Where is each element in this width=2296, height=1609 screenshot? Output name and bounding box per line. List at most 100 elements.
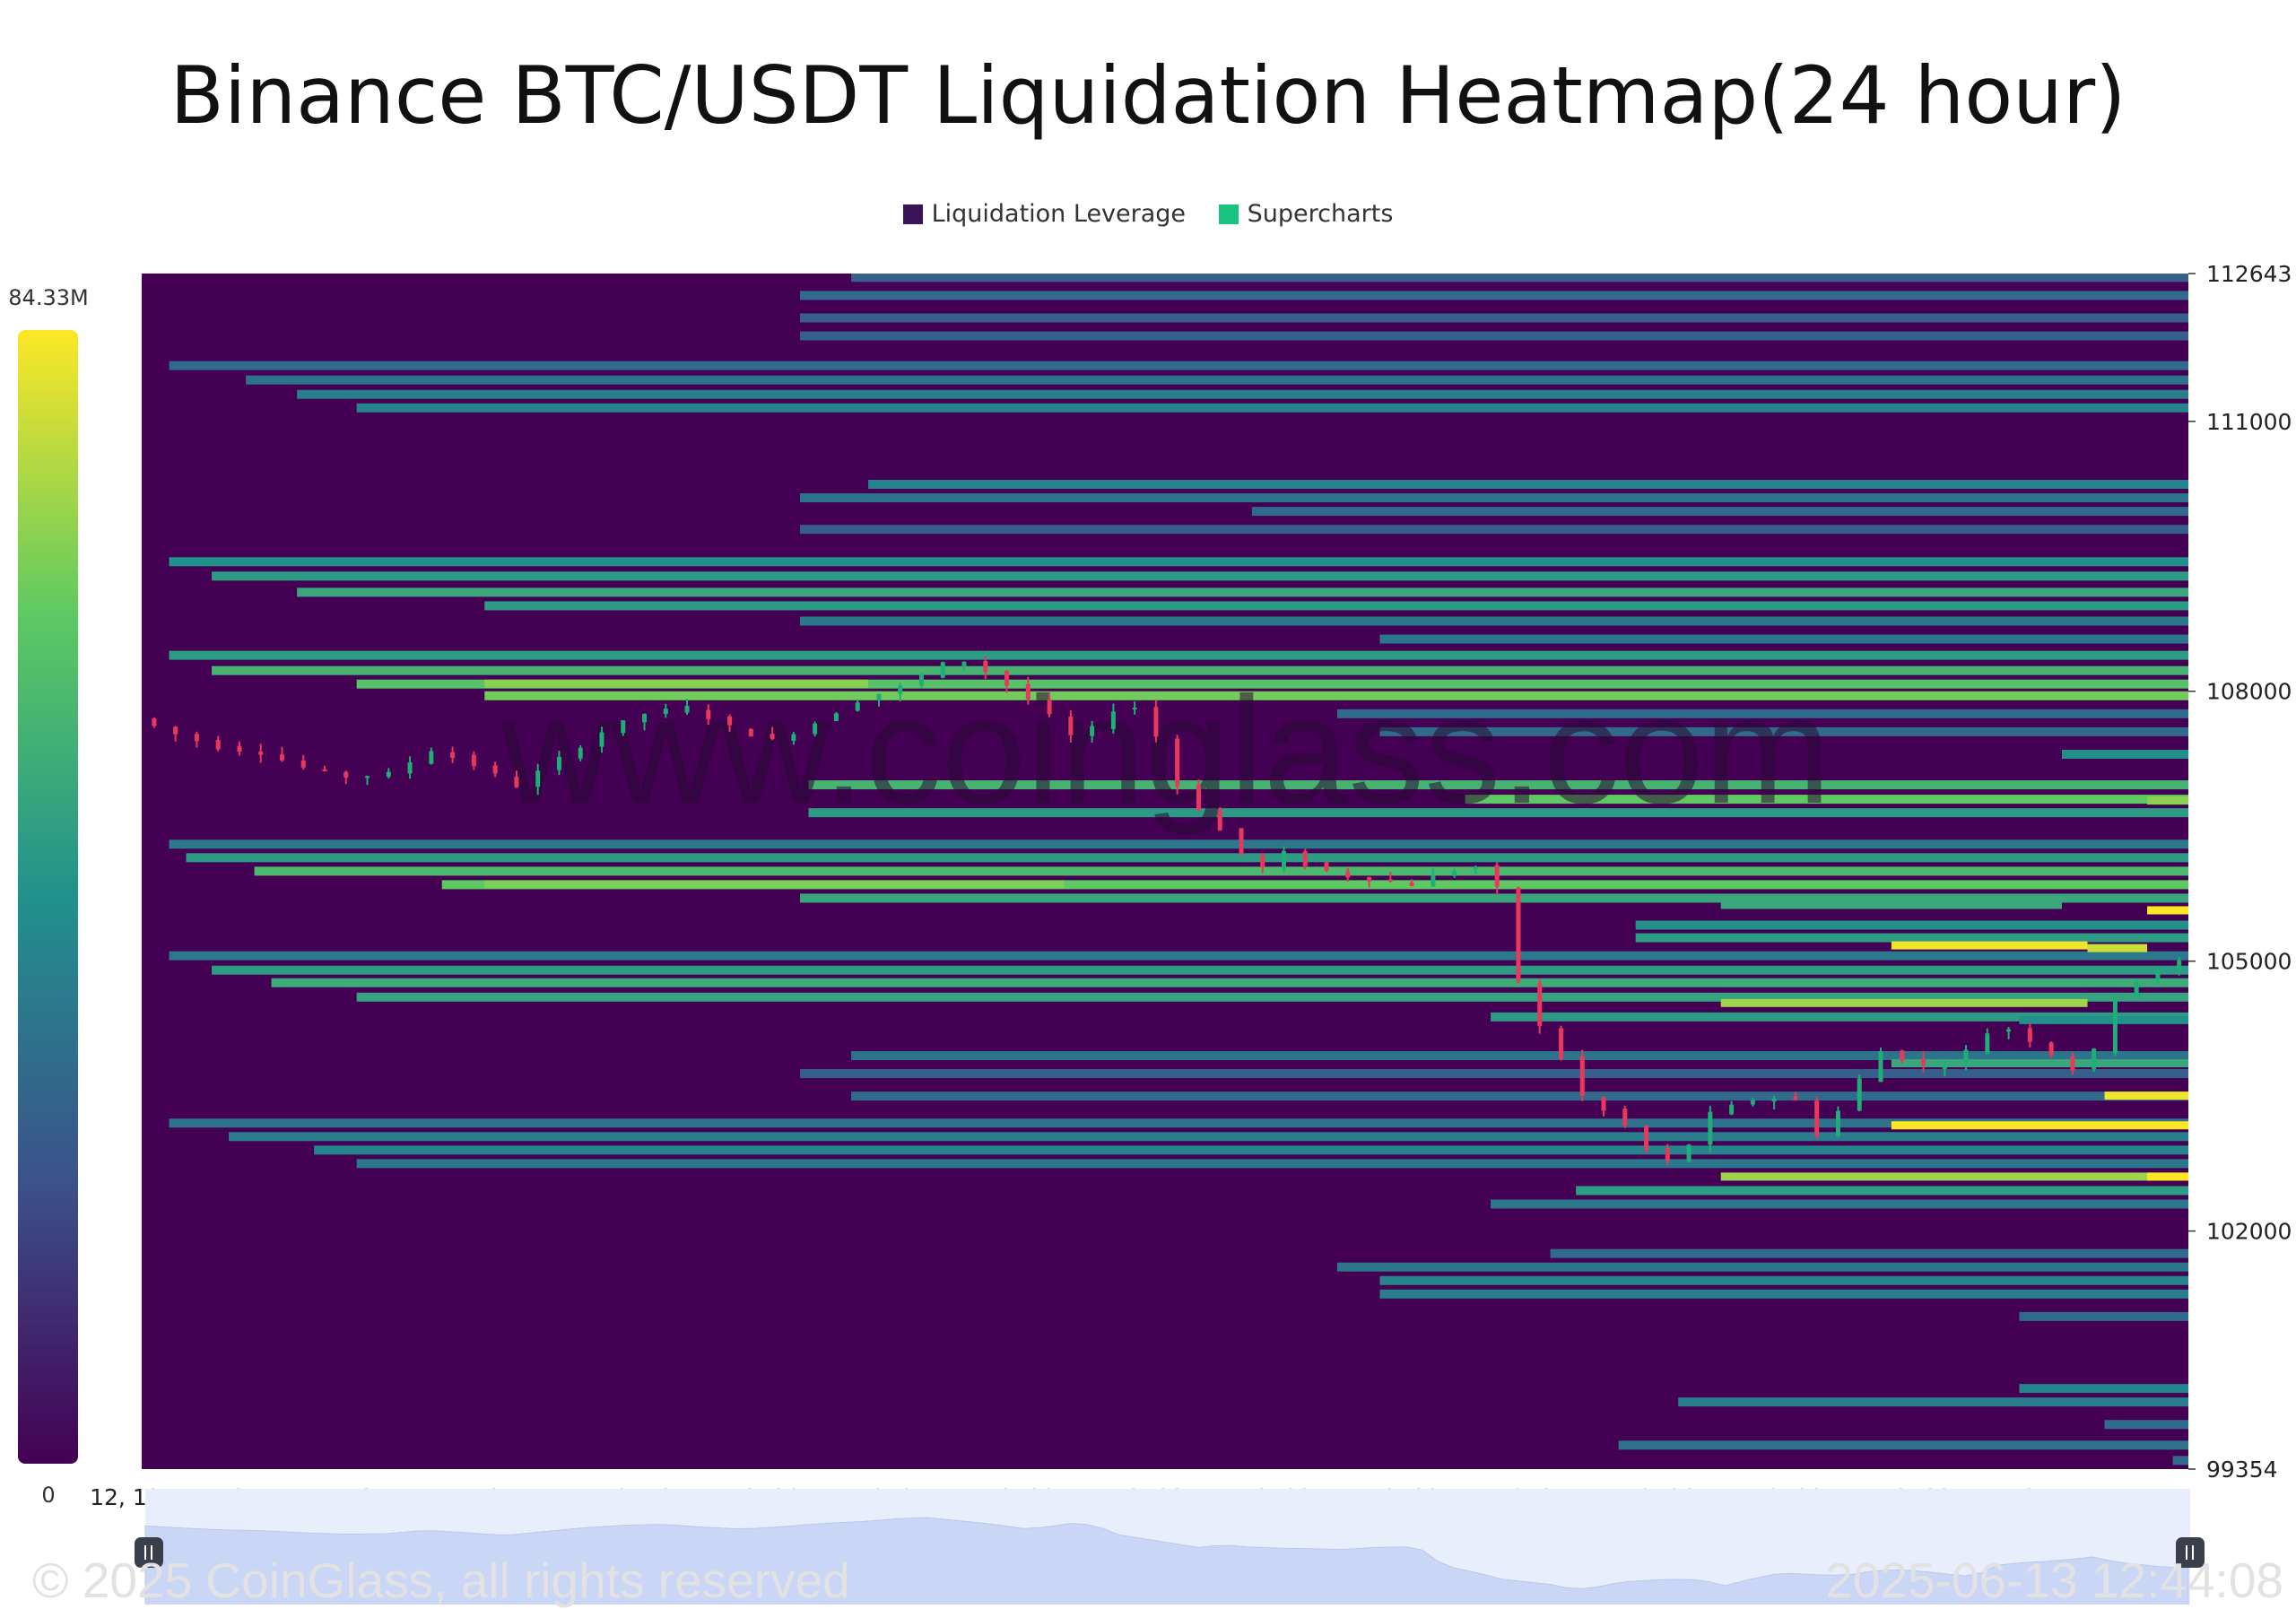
- hot-liquidation-level: [1891, 1059, 2188, 1068]
- candle-body: [2283, 995, 2288, 1008]
- candle-body: [407, 762, 413, 774]
- candle-body: [1686, 1144, 1692, 1162]
- candle-body: [1771, 1098, 1777, 1102]
- heat-band: [2172, 1456, 2188, 1465]
- candle-body: [1963, 1049, 1969, 1063]
- candle-body: [2177, 960, 2182, 970]
- heat-band: [212, 571, 2188, 581]
- candle-body: [1622, 1109, 1628, 1126]
- candle-body: [748, 728, 753, 737]
- heat-band: [212, 665, 2188, 675]
- heat-band: [169, 951, 2188, 961]
- candle-body: [1175, 738, 1180, 787]
- candle-body: [1090, 726, 1095, 736]
- candle-body: [1004, 670, 1010, 686]
- y-tick-label: 99354: [2206, 1457, 2278, 1483]
- candle-body: [492, 765, 498, 774]
- heat-band: [851, 1050, 2188, 1060]
- candle-body: [1473, 867, 1478, 870]
- candle-body: [1537, 983, 1543, 1026]
- heat-band: [2019, 1311, 2188, 1321]
- candle-body: [770, 734, 775, 739]
- heat-band: [2019, 1384, 2188, 1394]
- heat-band: [212, 965, 2188, 975]
- price-candles: [152, 656, 2288, 1165]
- candle-body: [813, 723, 818, 735]
- legend-item-supercharts[interactable]: Supercharts: [1218, 200, 1393, 228]
- candle-body: [706, 709, 711, 719]
- candle-body: [386, 771, 391, 778]
- heat-band: [1379, 634, 2188, 644]
- heat-band: [484, 601, 2188, 611]
- heat-band: [1635, 920, 2188, 930]
- heat-band: [2062, 749, 2188, 759]
- hot-liquidation-level: [2019, 1015, 2188, 1024]
- legend-item-liquidation-leverage[interactable]: Liquidation Leverage: [902, 200, 1186, 228]
- legend-swatch-liquidation: [902, 204, 923, 224]
- heat-bands: [169, 274, 2188, 1465]
- heat-band: [297, 389, 2188, 399]
- range-slider-right-handle[interactable]: [2176, 1537, 2205, 1568]
- heat-band: [484, 691, 2188, 700]
- heat-band: [800, 616, 2188, 626]
- heat-band: [1379, 1275, 2188, 1285]
- candle-body: [1516, 887, 1521, 982]
- candle-body: [237, 745, 242, 752]
- candle-body: [300, 760, 306, 768]
- chart-title: Binance BTC/USDT Liquidation Heatmap(24 …: [170, 49, 2126, 142]
- heat-band: [271, 978, 2188, 987]
- heat-band: [1379, 726, 2188, 736]
- heat-band: [169, 1118, 2188, 1128]
- candle-body: [258, 751, 264, 755]
- heat-band: [356, 403, 2188, 413]
- candle-body: [1900, 1050, 1905, 1061]
- heat-band: [186, 853, 2188, 863]
- candle-body: [365, 776, 370, 778]
- heat-band: [169, 650, 2188, 660]
- hot-liquidation-level: [1891, 941, 2088, 950]
- heat-band: [169, 361, 2188, 370]
- heat-band: [1336, 1262, 2188, 1272]
- candle-body: [450, 752, 456, 758]
- candle-body: [1110, 711, 1116, 729]
- candle-body: [1579, 1056, 1585, 1096]
- heat-band: [1491, 1199, 2188, 1209]
- candle-body: [1302, 851, 1308, 866]
- candle-body: [876, 693, 882, 700]
- candle-body: [663, 709, 668, 715]
- range-slider-left-handle[interactable]: [135, 1537, 163, 1568]
- candle-body: [1601, 1097, 1606, 1111]
- heat-band: [808, 808, 2188, 818]
- candle-body: [1857, 1078, 1862, 1111]
- heat-band: [1618, 1440, 2188, 1450]
- candle-body: [2006, 1029, 2012, 1032]
- candle-body: [599, 732, 604, 747]
- candle-body: [833, 713, 839, 722]
- hot-liquidation-level: [1720, 1172, 2188, 1181]
- candle-body: [1282, 850, 1287, 870]
- candle-body: [918, 674, 924, 686]
- candle-body: [514, 776, 519, 787]
- candle-body: [2027, 1028, 2032, 1042]
- colorbar[interactable]: [18, 330, 78, 1464]
- candle-body: [429, 751, 434, 764]
- candle-body: [1239, 828, 1244, 854]
- candle-body: [1985, 1033, 1990, 1054]
- candle-body: [578, 747, 583, 759]
- hot-liquidation-level: [2147, 796, 2188, 805]
- candle-body: [1708, 1111, 1713, 1145]
- candle-body: [1132, 707, 1137, 709]
- candle-body: [1324, 862, 1329, 871]
- colorbar-min-label: 0: [41, 1483, 55, 1508]
- hot-liquidation-level: [2147, 1172, 2188, 1181]
- candle-body: [535, 770, 541, 787]
- candle-body: [1068, 716, 1074, 735]
- footer-timestamp: 2025-06-13 12:44:08: [1825, 1552, 2283, 1608]
- heat-band: [800, 525, 2188, 535]
- hot-liquidation-level: [484, 880, 1065, 889]
- heat-band: [1635, 933, 2188, 943]
- y-tick-label: 108000: [2206, 679, 2292, 705]
- heat-band: [851, 274, 2188, 283]
- y-axis: 112643 111000 108000 105000 102000 99354: [2188, 261, 2292, 1483]
- candle-body: [2112, 996, 2118, 1054]
